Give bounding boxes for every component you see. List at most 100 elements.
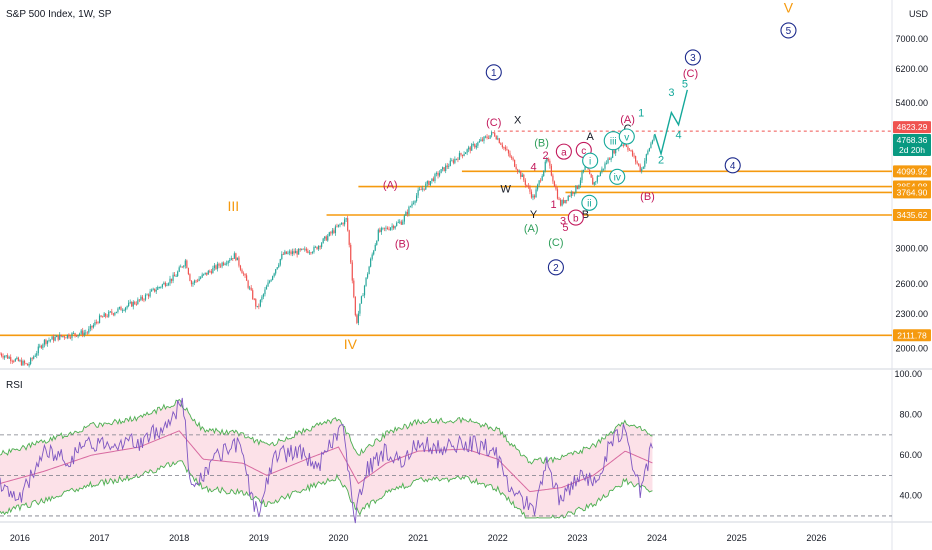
candle-body — [370, 258, 372, 267]
candle-body — [457, 158, 459, 160]
candle-body — [223, 262, 225, 265]
candle-body — [480, 139, 482, 142]
candle-body — [92, 325, 95, 328]
candle-body — [141, 296, 144, 300]
candle-body — [541, 176, 543, 181]
price-label-box — [893, 165, 931, 178]
time-tick-label: 2020 — [328, 533, 348, 543]
candle-body — [117, 308, 119, 312]
candle-body — [5, 355, 7, 357]
candle-body — [105, 313, 107, 317]
candle-body — [641, 168, 643, 172]
candle-body — [533, 195, 536, 198]
candle-body — [226, 263, 228, 265]
candle-body — [160, 287, 162, 288]
wave-label: (B) — [640, 191, 655, 203]
candle-body — [455, 158, 458, 160]
candle-body — [536, 184, 539, 190]
candle-body — [224, 263, 226, 265]
candle-body — [336, 226, 338, 228]
candle-body — [43, 339, 46, 345]
candle-body — [402, 221, 404, 225]
candle-body — [114, 313, 116, 315]
candle-body — [347, 218, 349, 231]
candle-body — [167, 283, 170, 285]
candle-body — [48, 340, 50, 341]
candle-body — [581, 171, 583, 181]
candle-body — [477, 142, 479, 146]
candle-body — [238, 257, 240, 266]
candle-body — [95, 322, 98, 323]
candle-body — [440, 169, 442, 174]
candle-body — [478, 141, 480, 143]
candle-body — [299, 248, 301, 250]
price-label-text: 4823.29 — [897, 122, 928, 132]
axes-layer: 7000.006200.005400.004600.003000.002600.… — [10, 34, 931, 543]
candle-body — [20, 360, 23, 366]
candle-body — [354, 296, 356, 316]
candle-body — [102, 316, 104, 318]
candle-body — [598, 176, 600, 177]
wave-label: A — [586, 131, 594, 143]
candle-body — [510, 156, 513, 158]
candle-body — [245, 275, 248, 281]
time-tick-label: 2022 — [488, 533, 508, 543]
candle-body — [109, 311, 111, 313]
candle-body — [520, 170, 522, 177]
candle-body — [215, 265, 217, 269]
candle-body — [601, 168, 603, 173]
candle-body — [7, 355, 9, 359]
rsi-band-lower — [0, 460, 653, 519]
chart-title: S&P 500 Index, 1W, SP — [6, 9, 112, 20]
candle-body — [400, 221, 402, 225]
candle-body — [327, 235, 329, 241]
candle-body — [19, 360, 21, 362]
candle-body — [155, 289, 157, 292]
price-tick-label: 2300.00 — [895, 309, 928, 319]
candle-body — [409, 206, 412, 208]
candle-body — [628, 149, 631, 151]
candle-body — [276, 267, 278, 270]
candle-body — [249, 287, 251, 289]
candle-body — [203, 273, 205, 275]
price-tick-label: 2000.00 — [895, 344, 928, 354]
candle-body — [108, 311, 110, 317]
candle-body — [210, 271, 212, 274]
wave-label: (A) — [524, 223, 539, 235]
candle-body — [36, 353, 38, 356]
wave-label: 4 — [675, 130, 681, 142]
candle-body — [42, 344, 44, 348]
wave-label: III — [228, 198, 240, 214]
currency-label[interactable]: USD — [908, 9, 928, 19]
wave-label: 2 — [542, 150, 548, 162]
candle-body — [325, 236, 327, 241]
candle-body — [221, 262, 223, 267]
price-label-box — [893, 209, 931, 222]
candle-body — [230, 258, 232, 261]
rsi-pane — [0, 397, 892, 524]
candle-body — [212, 267, 214, 274]
time-tick-label: 2021 — [408, 533, 428, 543]
candle-body — [252, 290, 254, 299]
candle-body — [461, 154, 464, 156]
candle-body — [310, 252, 312, 254]
candle-body — [330, 232, 332, 234]
candle-body — [115, 311, 118, 314]
candle-body — [204, 272, 206, 274]
candle-body — [529, 186, 531, 192]
candle-body — [255, 299, 257, 307]
wave-label: 2 — [553, 263, 559, 274]
candle-body — [559, 199, 562, 206]
candle-body — [265, 286, 268, 290]
candle-body — [88, 328, 90, 333]
candle-body — [198, 278, 200, 281]
wave-label: 4 — [531, 161, 537, 173]
candle-body — [373, 250, 375, 255]
candle-body — [10, 357, 12, 361]
candle-body — [642, 166, 644, 169]
candle-body — [458, 153, 461, 160]
candle-body — [98, 315, 101, 323]
candle-body — [512, 157, 514, 160]
candle-body — [408, 206, 410, 215]
